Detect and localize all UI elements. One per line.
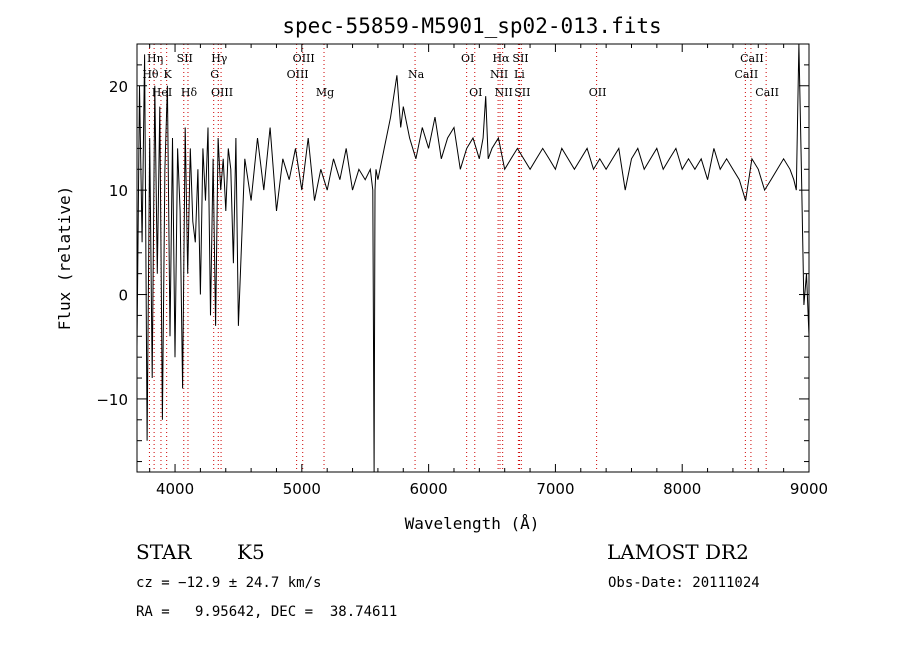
line-marker-label: Li <box>514 68 525 81</box>
plot-frame <box>136 43 810 473</box>
y-tick-label: 0 <box>118 287 128 305</box>
line-marker-label: CaII <box>740 52 764 65</box>
spectrum-line <box>136 43 810 473</box>
x-tick-label: 8000 <box>663 480 701 498</box>
redshift-cz: cz = −12.9 ± 24.7 km/s <box>136 575 322 591</box>
y-tick-label: −10 <box>96 391 128 409</box>
line-marker-label: SII <box>512 52 528 65</box>
chart-title: spec-55859-M5901_sp02-013.fits <box>282 14 661 38</box>
line-marker-label: SII <box>177 52 193 65</box>
y-tick-label: 20 <box>109 78 128 96</box>
object-subclass: K5 <box>237 540 265 564</box>
x-tick-label: 9000 <box>790 480 828 498</box>
line-marker-label: CaII <box>735 68 759 81</box>
line-marker-label: NII <box>490 68 508 81</box>
x-axis-label: Wavelength (Å) <box>405 514 540 533</box>
object-class: STAR <box>136 540 192 564</box>
line-marker-label: OIII <box>293 52 315 65</box>
observation-date: Obs-Date: 20111024 <box>608 575 760 591</box>
y-axis: −10 0 10 20 <box>96 43 809 463</box>
line-marker-label: OIII <box>287 68 309 81</box>
line-marker-label: Hδ <box>181 86 198 99</box>
line-marker-label: Hη <box>147 52 163 65</box>
line-marker-label: G <box>210 68 219 81</box>
line-marker-label: OII <box>589 86 607 99</box>
survey-name: LAMOST DR2 <box>607 540 749 564</box>
line-marker-label: OIII <box>211 86 233 99</box>
line-marker-label: NII <box>495 86 513 99</box>
line-marker-label: Mg <box>316 86 334 99</box>
line-marker-label: Hα <box>492 52 510 65</box>
x-tick-label: 7000 <box>536 480 574 498</box>
y-tick-label: 10 <box>109 182 128 200</box>
line-marker-label: OI <box>469 86 482 99</box>
line-markers <box>148 44 767 472</box>
line-marker-label: SII <box>514 86 530 99</box>
y-axis-label: Flux (relative) <box>55 186 74 331</box>
line-marker-labels: HηHθHeIKSIIHδHγGOIIIOIIIOIIIMgNaOIOIHαNI… <box>142 52 779 99</box>
line-marker-label: Hθ <box>142 68 159 81</box>
line-marker-label: Na <box>408 68 425 81</box>
x-axis: 4000 5000 6000 7000 8000 9000 <box>149 44 828 498</box>
x-tick-label: 5000 <box>283 480 321 498</box>
coordinates: RA = 9.95642, DEC = 38.74611 <box>136 604 398 620</box>
line-marker-label: K <box>164 68 173 81</box>
line-marker-label: OI <box>461 52 474 65</box>
line-marker-label: Hγ <box>211 52 228 65</box>
x-tick-label: 6000 <box>410 480 448 498</box>
line-marker-label: CaII <box>755 86 779 99</box>
x-tick-label: 4000 <box>156 480 194 498</box>
